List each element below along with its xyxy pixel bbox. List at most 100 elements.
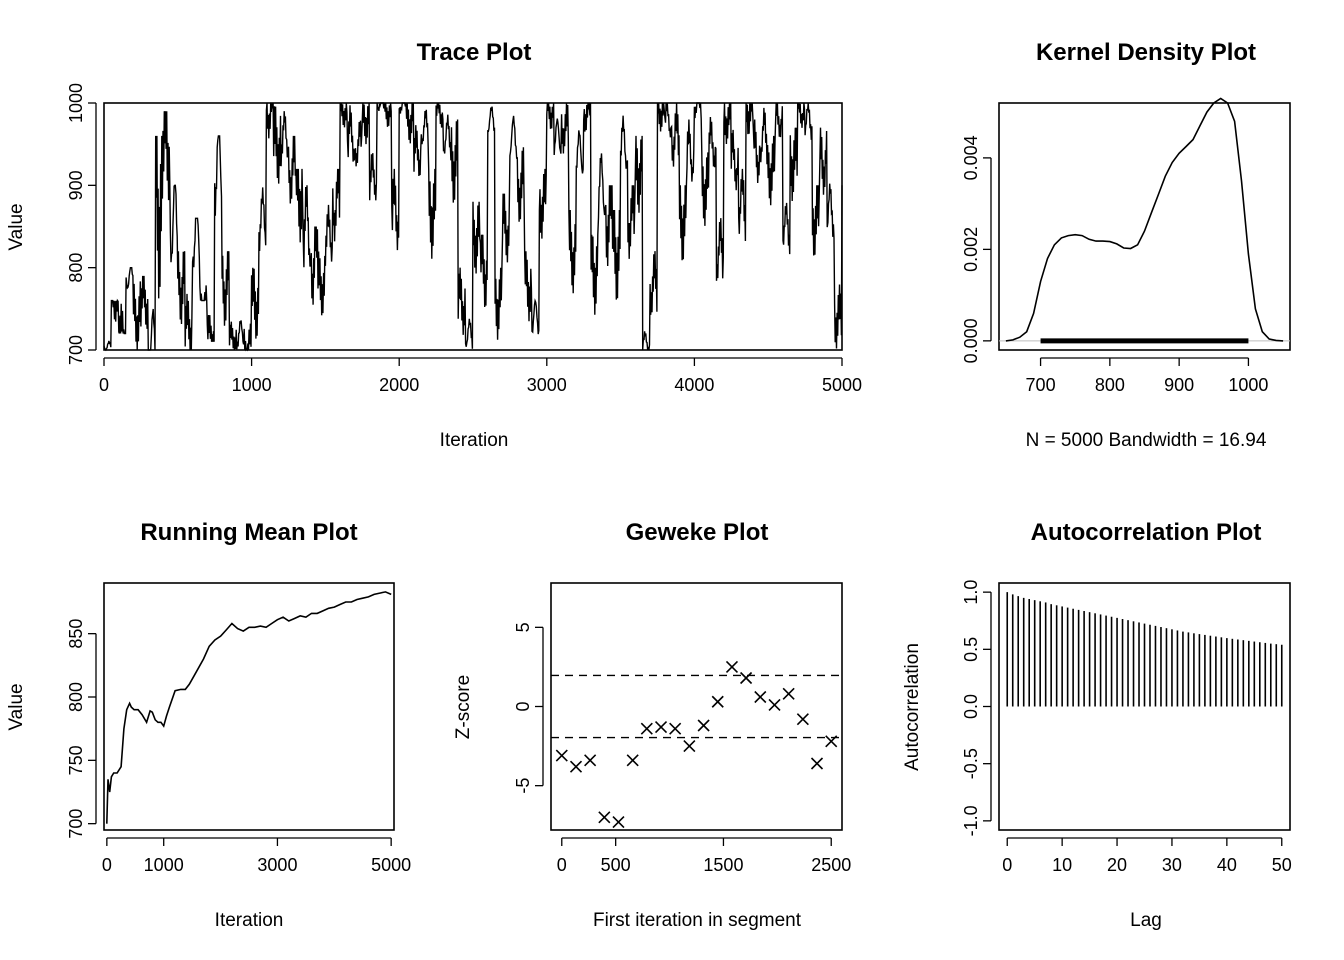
trace-y-tick-label: 900	[66, 170, 86, 200]
geweke-point-stroke	[782, 687, 795, 700]
geweke-point	[725, 660, 739, 673]
geweke-point-stroke	[640, 722, 653, 735]
trace-x-tick-label: 5000	[822, 375, 862, 395]
acf-ylabel: Autocorrelation	[902, 643, 923, 771]
geweke-y-tick-label: 5	[513, 622, 533, 632]
geweke-point	[754, 690, 767, 704]
geweke-point	[584, 754, 597, 767]
density-plot-title: Kernel Density Plot	[1036, 39, 1256, 66]
geweke-point	[640, 722, 653, 735]
acf-y-tick-label: 1.0	[961, 580, 981, 605]
density-x-tick-label: 1000	[1228, 375, 1268, 395]
trace-y-tick-label: 700	[66, 335, 86, 365]
running-x-tick-label: 3000	[257, 855, 297, 875]
geweke-point	[669, 722, 682, 735]
geweke-point-stroke	[683, 740, 696, 753]
geweke-x-tick-label: 1500	[703, 855, 743, 875]
running-y-tick-label: 800	[66, 682, 86, 712]
acf-x-tick-label: 20	[1107, 855, 1127, 875]
geweke-panel: Geweke Plot First iteration in segment Z…	[453, 519, 851, 931]
density-x-tick-label: 900	[1164, 375, 1194, 395]
geweke-y-tick-label: -5	[513, 778, 533, 794]
running-mean-xlabel: Iteration	[215, 910, 284, 931]
acf-plot-box	[998, 582, 1291, 831]
geweke-point-stroke	[555, 749, 568, 762]
trace-y-tick-label: 800	[66, 253, 86, 283]
acf-y-tick-label: 0.5	[961, 637, 981, 662]
geweke-point	[612, 816, 625, 829]
geweke-x-tick-label: 0	[557, 855, 567, 875]
acf-x-tick-label: 30	[1162, 855, 1182, 875]
geweke-point-stroke	[754, 690, 767, 704]
running-x-tick-label: 5000	[371, 855, 411, 875]
acf-title: Autocorrelation Plot	[1031, 519, 1262, 546]
geweke-point	[782, 687, 795, 700]
density-x-tick-label: 700	[1026, 375, 1056, 395]
geweke-point-stroke	[612, 816, 625, 829]
geweke-point-stroke	[584, 754, 597, 767]
density-y-tick-label: 0.000	[961, 318, 981, 363]
density-y-tick-label: 0.002	[961, 227, 981, 272]
running-x-tick-label: 1000	[144, 855, 184, 875]
running-mean-title: Running Mean Plot	[140, 519, 357, 546]
acf-x-tick-label: 0	[1002, 855, 1012, 875]
acf-y-tick-label: -0.5	[961, 748, 981, 779]
trace-x-tick-label: 3000	[527, 375, 567, 395]
geweke-point	[598, 811, 611, 824]
running-mean-line	[106, 591, 392, 824]
trace-plot-panel: Trace Plot Iteration Value 0 1000 2000 3000…	[6, 39, 862, 451]
geweke-point-stroke	[626, 754, 639, 767]
density-y-tick-label: 0.004	[961, 135, 981, 180]
geweke-point-stroke	[810, 757, 824, 770]
geweke-point-stroke	[711, 695, 724, 708]
running-mean-panel: Running Mean Plot Iteration Value 0 1000 3…	[6, 519, 411, 931]
geweke-point-stroke	[697, 719, 710, 732]
geweke-point-stroke	[654, 721, 668, 734]
geweke-point	[569, 760, 583, 773]
trace-x-tick-label: 4000	[674, 375, 714, 395]
running-mean-ylabel: Value	[6, 683, 27, 730]
density-curve	[1005, 97, 1284, 342]
acf-xlabel: Lag	[1130, 910, 1162, 931]
running-plot-box	[103, 582, 395, 831]
geweke-point-stroke	[825, 735, 838, 748]
density-plot-xlabel: N = 5000 Bandwidth = 16.94	[1026, 430, 1267, 451]
trace-y-tick-label: 1000	[66, 83, 86, 123]
geweke-point	[740, 671, 753, 685]
geweke-point-stroke	[598, 811, 611, 824]
geweke-point-stroke	[569, 760, 583, 773]
kernel-density-panel: Kernel Density Plot N = 5000 Bandwidth =…	[961, 39, 1291, 451]
trace-x-tick-label: 1000	[232, 375, 272, 395]
geweke-y-tick-label: 0	[513, 701, 533, 711]
geweke-point-stroke	[725, 660, 739, 673]
trace-plot-xlabel: Iteration	[440, 430, 509, 451]
geweke-point	[810, 757, 824, 770]
running-y-tick-label: 750	[66, 745, 86, 775]
geweke-point	[796, 713, 809, 726]
geweke-point	[697, 719, 710, 732]
trace-x-tick-label: 2000	[379, 375, 419, 395]
geweke-point	[825, 735, 838, 748]
trace-plot-title: Trace Plot	[417, 39, 532, 66]
geweke-x-tick-label: 500	[601, 855, 631, 875]
acf-x-tick-label: 50	[1272, 855, 1292, 875]
geweke-title: Geweke Plot	[626, 519, 769, 546]
geweke-point	[683, 740, 696, 753]
geweke-ylabel: Z-score	[453, 675, 474, 739]
trace-series-line	[103, 102, 843, 352]
geweke-point-stroke	[669, 722, 682, 735]
geweke-x-tick-label: 2500	[811, 855, 851, 875]
density-x-tick-label: 800	[1095, 375, 1125, 395]
density-plot-box	[998, 102, 1291, 351]
running-x-tick-label: 0	[102, 855, 112, 875]
geweke-point-stroke	[768, 698, 781, 711]
geweke-point	[555, 749, 568, 762]
autocorrelation-panel: Autocorrelation Plot Lag Autocorrelation…	[902, 519, 1292, 931]
running-y-tick-label: 700	[66, 809, 86, 839]
geweke-point	[768, 698, 781, 711]
geweke-plot-box	[550, 582, 843, 831]
geweke-xlabel: First iteration in segment	[593, 910, 802, 931]
geweke-point	[711, 695, 724, 708]
geweke-point	[626, 754, 639, 767]
